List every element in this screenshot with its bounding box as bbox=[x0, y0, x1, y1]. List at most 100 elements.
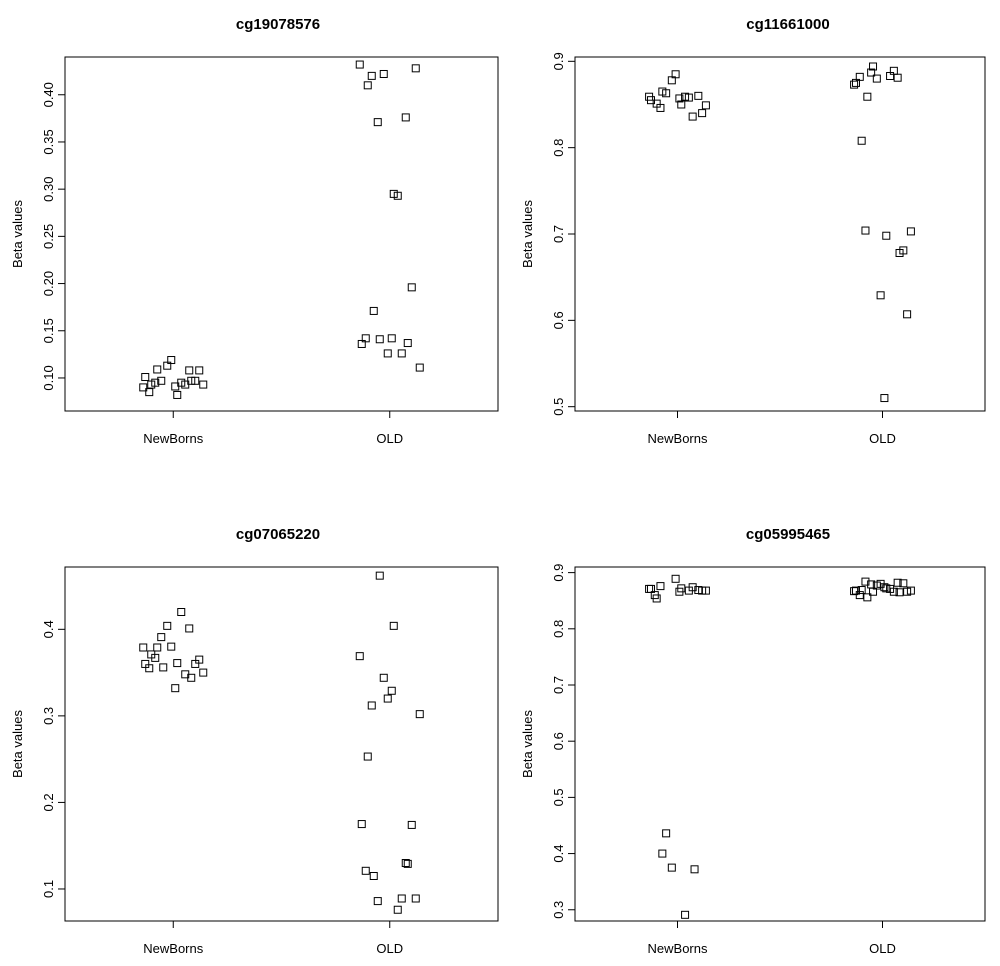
data-points bbox=[139, 571, 424, 914]
data-point-newborns bbox=[690, 865, 699, 874]
data-point-newborns bbox=[159, 663, 168, 672]
x-tick-label-newborns: NewBorns bbox=[143, 941, 203, 956]
data-point-old bbox=[379, 673, 388, 682]
data-point-newborns bbox=[139, 383, 148, 392]
data-point-old bbox=[882, 231, 891, 240]
data-point-newborns bbox=[667, 863, 676, 872]
data-points bbox=[645, 574, 915, 919]
data-point-old bbox=[401, 113, 410, 122]
data-point-newborns bbox=[167, 642, 176, 651]
data-point-old bbox=[407, 283, 416, 292]
y-tick-label: 0.2 bbox=[41, 793, 56, 811]
data-point-old bbox=[906, 586, 915, 595]
y-axis-title: Beta values bbox=[10, 710, 25, 778]
data-point-newborns bbox=[177, 608, 186, 617]
data-point-newborns bbox=[646, 96, 655, 105]
data-point-newborns bbox=[675, 587, 684, 596]
data-point-newborns bbox=[688, 112, 697, 121]
data-point-old bbox=[857, 586, 866, 595]
data-point-newborns bbox=[145, 388, 154, 397]
x-axis: NewBorns OLD bbox=[143, 411, 403, 446]
panel-title: cg07065220 bbox=[236, 526, 320, 543]
data-point-old bbox=[893, 578, 902, 587]
data-point-newborns bbox=[163, 621, 172, 630]
data-point-old bbox=[857, 136, 866, 145]
data-point-old bbox=[415, 363, 424, 372]
y-tick-label: 0.6 bbox=[551, 311, 566, 329]
data-point-newborns bbox=[698, 109, 707, 118]
data-point-old bbox=[889, 587, 898, 596]
data-point-old bbox=[367, 71, 376, 80]
data-point-newborns bbox=[191, 659, 200, 668]
data-point-old bbox=[375, 571, 384, 580]
data-point-old bbox=[867, 68, 876, 77]
data-point-old bbox=[363, 81, 372, 90]
x-axis: NewBorns OLD bbox=[648, 411, 896, 446]
chart-panel-cg05995465: cg05995465 Beta values 0.30.40.50.60.70.… bbox=[520, 526, 986, 956]
y-axis: 0.1 0.2 0.3 0.4 bbox=[41, 620, 65, 898]
y-tick-label: 0.30 bbox=[41, 177, 56, 202]
chart-panel-cg19078576: cg19078576 Beta values 0.100.150.200.250… bbox=[10, 16, 499, 446]
data-point-newborns bbox=[167, 356, 176, 365]
data-point-newborns bbox=[171, 684, 180, 693]
data-point-newborns bbox=[157, 376, 166, 385]
data-point-old bbox=[903, 310, 912, 319]
data-point-old bbox=[373, 897, 382, 906]
data-point-newborns bbox=[185, 366, 194, 375]
y-axis: 0.3 0.4 0.5 0.6 0.7 0.8 0.9 bbox=[551, 564, 575, 919]
data-points bbox=[139, 60, 424, 399]
data-point-old bbox=[407, 820, 416, 829]
data-point-old bbox=[383, 349, 392, 358]
data-point-old bbox=[880, 394, 889, 403]
data-point-newborns bbox=[141, 373, 150, 382]
plot-frame bbox=[64, 56, 499, 412]
data-point-newborns bbox=[684, 586, 693, 595]
data-point-newborns bbox=[656, 582, 665, 591]
data-point-newborns bbox=[658, 87, 667, 96]
y-tick-label: 0.8 bbox=[551, 620, 566, 638]
y-tick-label: 0.20 bbox=[41, 271, 56, 296]
data-point-old bbox=[373, 118, 382, 127]
y-tick-label: 0.35 bbox=[41, 129, 56, 154]
data-point-old bbox=[895, 248, 904, 257]
y-tick-label: 0.9 bbox=[551, 564, 566, 582]
y-tick-label: 0.5 bbox=[551, 398, 566, 416]
x-tick-label-newborns: NewBorns bbox=[648, 941, 708, 956]
data-point-newborns bbox=[173, 390, 182, 399]
data-point-old bbox=[872, 74, 881, 83]
x-tick-label-old: OLD bbox=[376, 431, 403, 446]
y-axis: 0.5 0.6 0.7 0.8 0.9 bbox=[551, 52, 575, 416]
data-point-old bbox=[403, 859, 412, 868]
data-point-old bbox=[861, 226, 870, 235]
x-tick-label-newborns: NewBorns bbox=[648, 431, 708, 446]
data-point-old bbox=[855, 72, 864, 81]
y-tick-label: 0.1 bbox=[41, 880, 56, 898]
data-point-newborns bbox=[145, 664, 154, 673]
y-tick-label: 0.8 bbox=[551, 139, 566, 157]
data-point-old bbox=[876, 291, 885, 300]
data-point-old bbox=[379, 69, 388, 78]
y-tick-label: 0.3 bbox=[551, 901, 566, 919]
data-point-old bbox=[869, 587, 878, 596]
data-point-old bbox=[387, 334, 396, 343]
data-point-old bbox=[367, 701, 376, 710]
data-point-old bbox=[361, 866, 370, 875]
data-point-newborns bbox=[662, 829, 671, 838]
data-point-newborns bbox=[701, 586, 710, 595]
data-point-newborns bbox=[185, 624, 194, 633]
data-point-newborns bbox=[187, 673, 196, 682]
data-point-newborns bbox=[650, 591, 659, 600]
y-tick-label: 0.3 bbox=[41, 707, 56, 725]
y-tick-label: 0.15 bbox=[41, 318, 56, 343]
data-point-old bbox=[401, 859, 410, 868]
x-tick-label-old: OLD bbox=[869, 941, 896, 956]
data-point-old bbox=[357, 820, 366, 829]
data-point-newborns bbox=[677, 100, 686, 109]
data-point-old bbox=[369, 871, 378, 880]
data-point-old bbox=[383, 694, 392, 703]
data-point-old bbox=[855, 591, 864, 600]
x-tick-label-old: OLD bbox=[869, 431, 896, 446]
data-point-newborns bbox=[195, 366, 204, 375]
x-tick-label-newborns: NewBorns bbox=[143, 431, 203, 446]
